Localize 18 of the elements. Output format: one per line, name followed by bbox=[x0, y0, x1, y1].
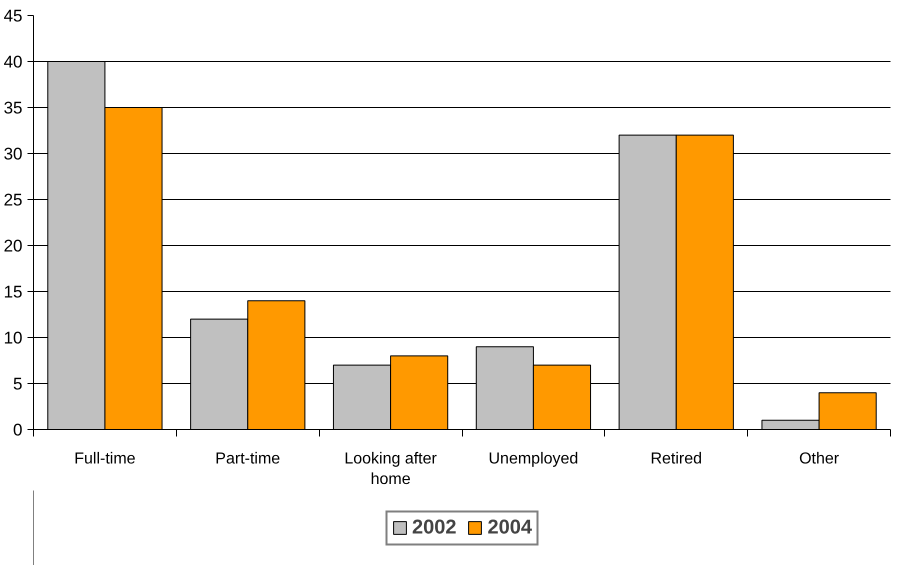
y-tick-label: 30 bbox=[4, 144, 23, 164]
x-tick-label: Part-time bbox=[215, 450, 280, 468]
y-tick-label: 40 bbox=[4, 52, 23, 72]
x-tick-label: Looking after home bbox=[344, 450, 438, 488]
legend-label: 2004 bbox=[488, 516, 532, 539]
legend-label: 2002 bbox=[412, 516, 456, 539]
y-tick-label: 10 bbox=[4, 328, 23, 348]
y-tick-label: 0 bbox=[13, 420, 23, 440]
y-tick-label: 35 bbox=[4, 98, 23, 118]
x-tick-label: Full-time bbox=[74, 450, 136, 468]
x-tick-label: Other bbox=[799, 450, 840, 468]
x-tick-label: Retired bbox=[650, 450, 702, 468]
y-tick-label: 25 bbox=[4, 190, 23, 210]
x-tick-label: Unemployed bbox=[488, 450, 578, 468]
y-tick-label: 20 bbox=[4, 236, 23, 256]
y-tick-label: 15 bbox=[4, 282, 23, 302]
y-tick-label: 5 bbox=[13, 374, 23, 394]
y-tick-label: 45 bbox=[4, 6, 23, 26]
